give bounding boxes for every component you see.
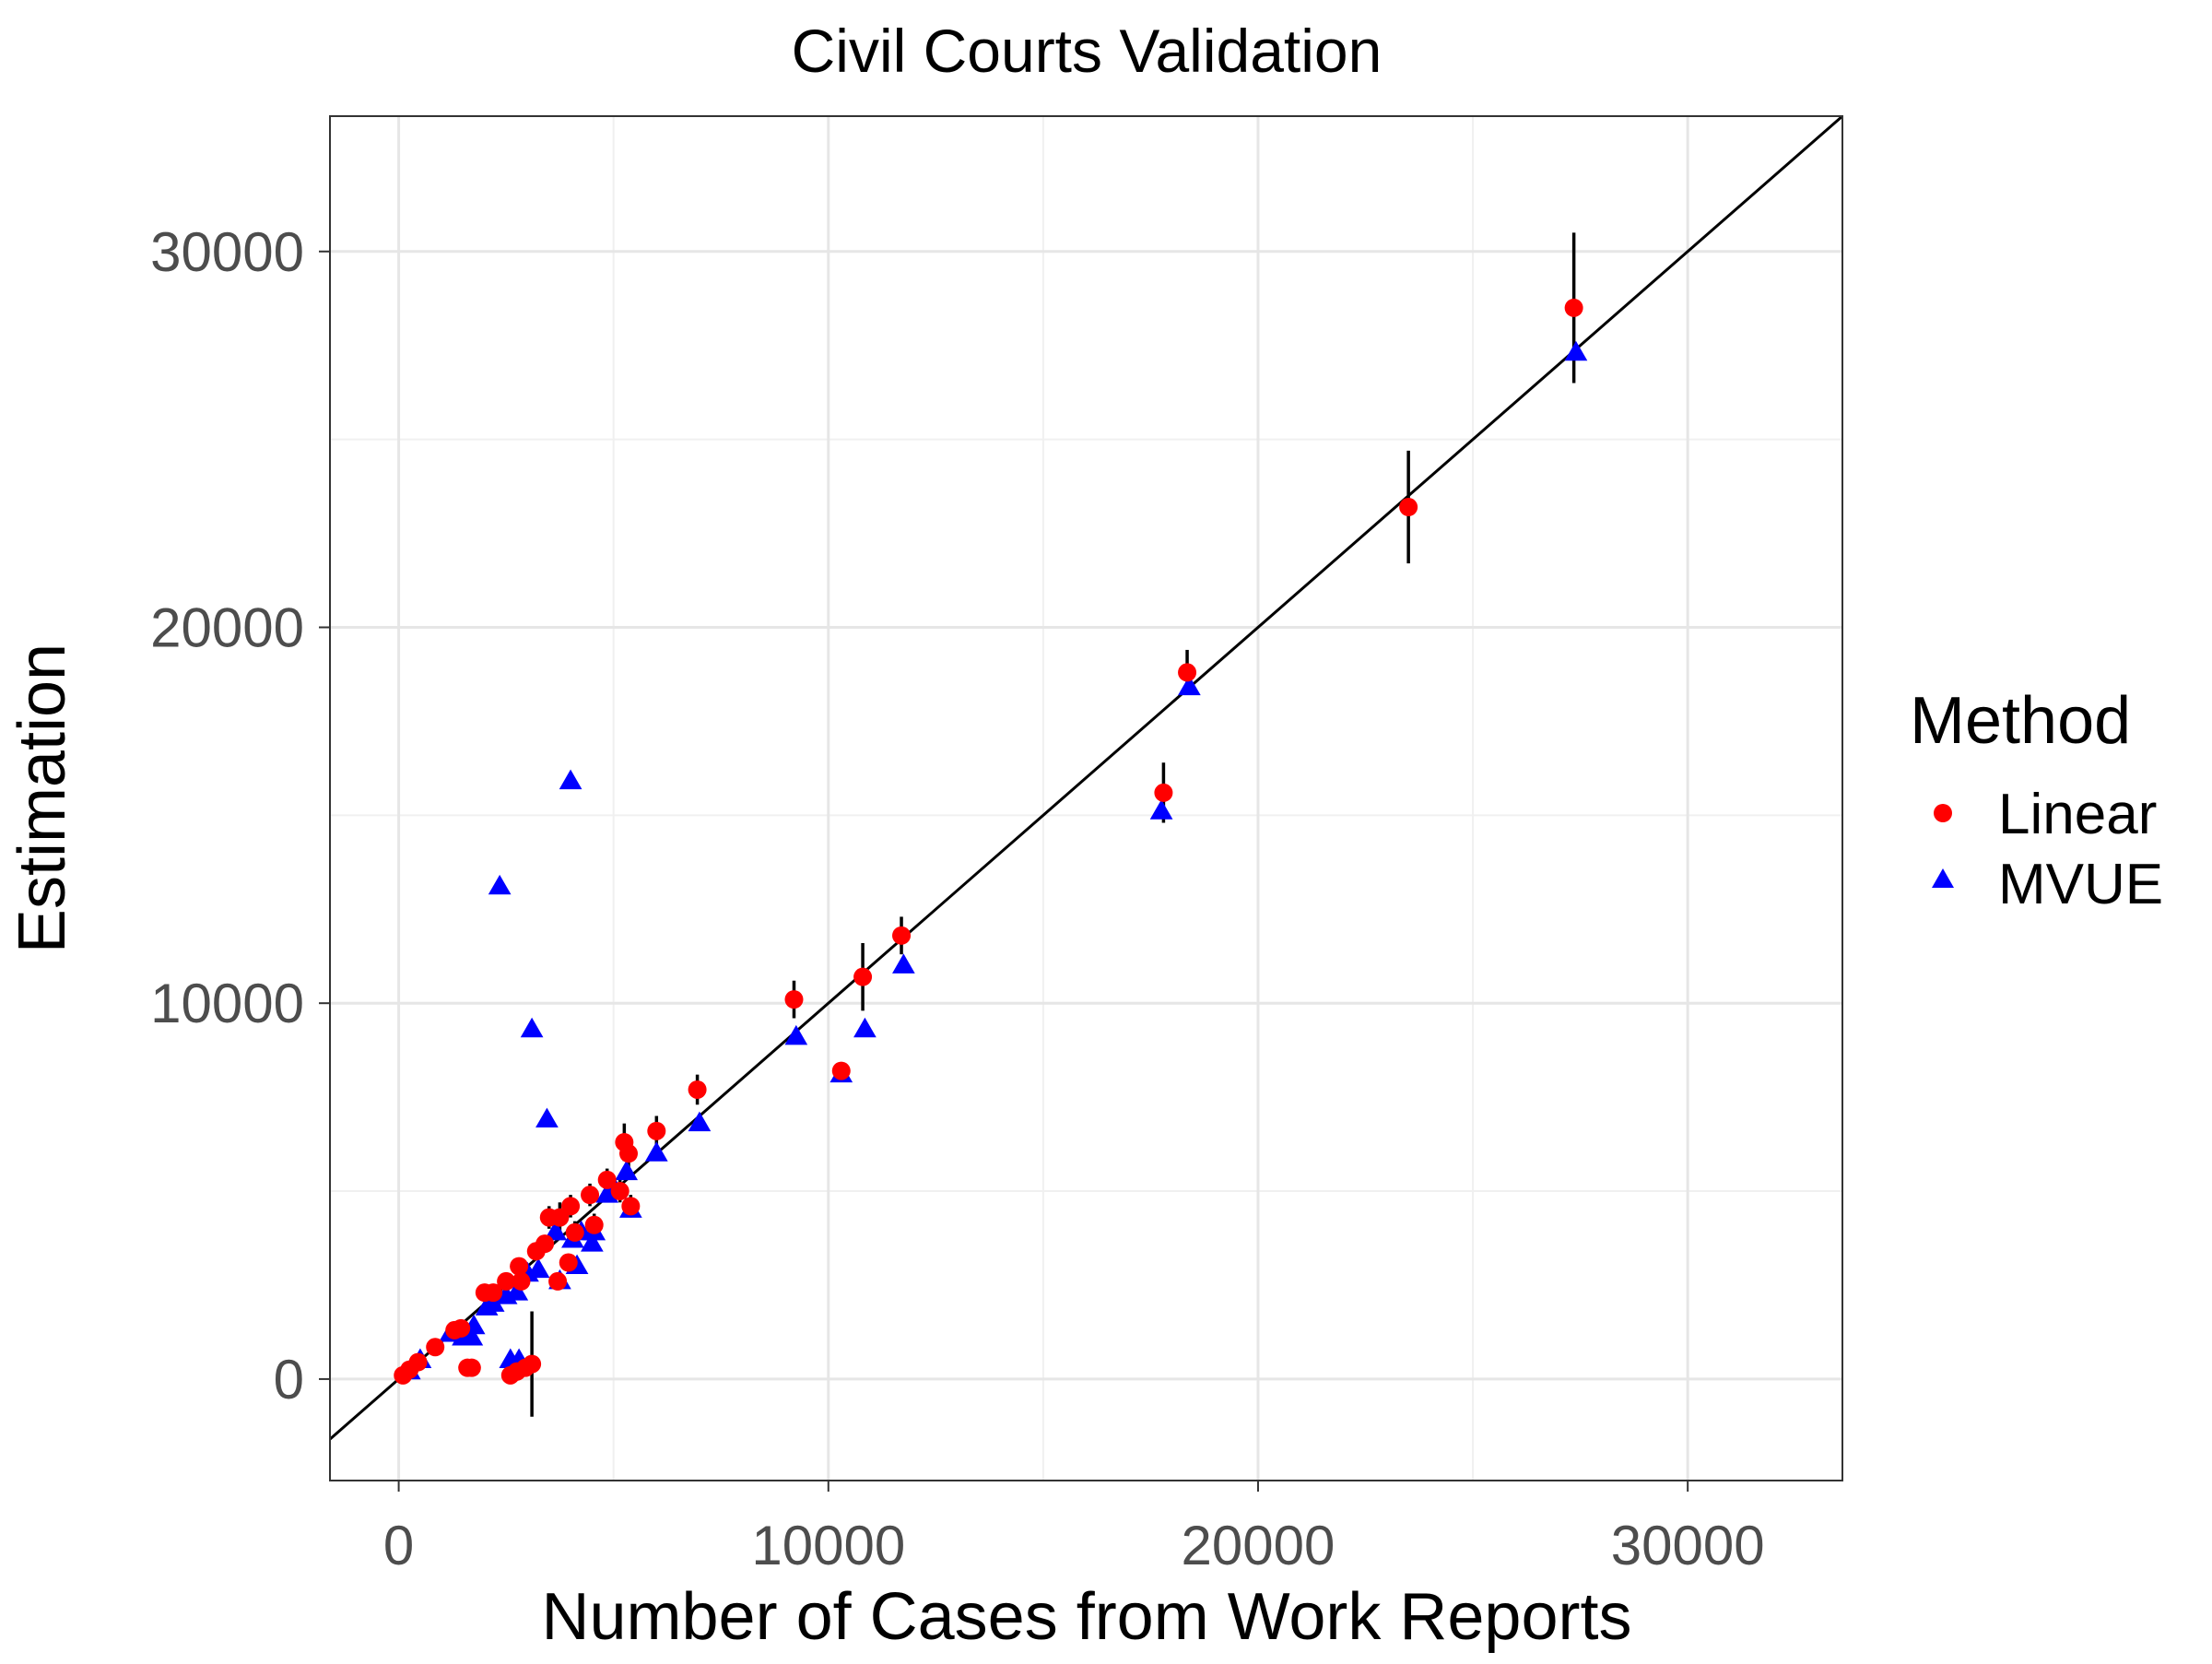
grid-lines: [330, 116, 1842, 1481]
linear-point: [597, 1170, 617, 1189]
x-axis-label: Number of Cases from Work Reports: [541, 1580, 1631, 1654]
linear-point: [510, 1257, 529, 1276]
legend-label-mvue: MVUE: [1998, 853, 2163, 916]
linear-point: [610, 1182, 629, 1201]
linear-point: [408, 1352, 428, 1372]
mvue-point: [559, 769, 582, 790]
x-tick-label: 0: [383, 1515, 414, 1576]
linear-point: [581, 1186, 600, 1205]
mvue-point: [505, 1280, 529, 1301]
y-axis-label: Estimation: [6, 643, 79, 953]
linear-point: [559, 1253, 578, 1272]
legend-label-linear: Linear: [1998, 783, 2157, 846]
mvue-point: [535, 1107, 559, 1128]
linear-point: [565, 1222, 584, 1242]
linear-point: [1564, 298, 1583, 317]
mvue-point: [488, 874, 512, 895]
mvue-point: [1149, 799, 1173, 820]
linear-point: [484, 1283, 503, 1303]
linear-point: [1154, 783, 1173, 802]
linear-point: [548, 1271, 568, 1291]
mvue-point: [615, 1160, 639, 1181]
y-tick-label: 20000: [150, 596, 304, 658]
linear-point: [523, 1354, 542, 1374]
legend-key-mvue-triangle: [1932, 868, 1954, 888]
mvue-point: [644, 1141, 668, 1162]
linear-point: [512, 1271, 531, 1291]
mvue-point: [544, 1220, 568, 1241]
plot-panel-border: [329, 115, 1843, 1481]
y-tick-label: 0: [274, 1349, 304, 1410]
linear-point: [561, 1197, 581, 1216]
linear-point: [784, 990, 804, 1009]
x-tick-label: 30000: [1611, 1515, 1765, 1576]
mvue-point: [688, 1111, 712, 1132]
mvue-point: [581, 1232, 604, 1252]
legend-key-linear-circle: [1934, 804, 1952, 822]
linear-point: [462, 1358, 481, 1377]
mvue-point: [460, 1326, 484, 1346]
mvue-point: [520, 1017, 544, 1038]
x-tick-label: 10000: [751, 1515, 905, 1576]
chart-title: Civil Courts Validation: [792, 17, 1382, 85]
mvue-point: [784, 1024, 808, 1045]
linear-point: [426, 1338, 445, 1357]
linear-point: [621, 1197, 641, 1216]
legend-title: Method: [1910, 684, 2131, 758]
x-tick-label: 20000: [1182, 1515, 1335, 1576]
mvue-point: [1178, 675, 1201, 696]
linear-point: [688, 1080, 707, 1099]
mvue-point: [853, 1017, 877, 1038]
linear-point: [1399, 498, 1418, 517]
legend: Method Linear MVUE: [1910, 684, 2163, 916]
mvue-point: [526, 1257, 550, 1279]
linear-point: [853, 967, 873, 986]
linear-point: [452, 1318, 471, 1338]
identity-reference-line: [329, 114, 1843, 1441]
mvue-point: [892, 953, 915, 974]
y-tick-label: 30000: [150, 221, 304, 283]
linear-point: [831, 1061, 851, 1080]
linear-points: [394, 298, 1583, 1385]
mvue-point: [1564, 340, 1588, 361]
linear-point: [584, 1215, 604, 1234]
y-tick-label: 10000: [150, 973, 304, 1034]
linear-point: [892, 926, 912, 945]
linear-point: [647, 1121, 666, 1140]
linear-point: [619, 1144, 639, 1163]
linear-point: [535, 1234, 555, 1254]
linear-point: [1178, 663, 1197, 682]
linear-point: [497, 1271, 516, 1291]
axis-ticks: 0 10000 20000 30000 0 10000 20000 30000: [150, 221, 1764, 1576]
